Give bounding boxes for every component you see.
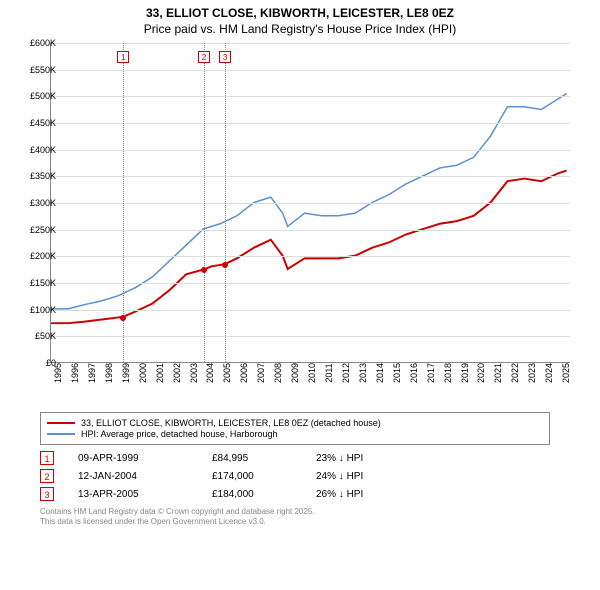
gridline-h — [51, 230, 570, 231]
legend-row: 33, ELLIOT CLOSE, KIBWORTH, LEICESTER, L… — [47, 418, 543, 428]
gridline-h — [51, 310, 570, 311]
y-axis-label: £400K — [30, 145, 56, 155]
legend-label: 33, ELLIOT CLOSE, KIBWORTH, LEICESTER, L… — [81, 418, 381, 428]
sale-marker-box: 3 — [219, 51, 231, 63]
x-axis-label: 2002 — [172, 363, 182, 383]
x-axis-label: 2005 — [222, 363, 232, 383]
x-axis-label: 2021 — [493, 363, 503, 383]
x-axis-label: 2011 — [324, 363, 334, 382]
sale-number-box: 3 — [40, 487, 54, 501]
sale-date: 13-APR-2005 — [78, 489, 188, 500]
sale-marker-dot — [120, 315, 126, 321]
footer-attribution: Contains HM Land Registry data © Crown c… — [40, 507, 600, 528]
x-axis-label: 2000 — [138, 363, 148, 383]
sales-table: 1 09-APR-1999 £84,995 23% ↓ HPI 2 12-JAN-2004… — [40, 451, 550, 501]
x-axis-label: 2008 — [273, 363, 283, 383]
x-axis-label: 2013 — [358, 363, 368, 383]
series-line — [51, 94, 567, 309]
x-axis-label: 2007 — [256, 363, 266, 383]
x-axis-label: 2017 — [426, 363, 436, 383]
legend-swatch — [47, 433, 75, 435]
y-axis-label: £550K — [30, 65, 56, 75]
x-axis-label: 2019 — [460, 363, 470, 383]
sale-date: 09-APR-1999 — [78, 453, 188, 464]
sale-price: £174,000 — [212, 471, 292, 482]
y-axis-label: £100K — [30, 305, 56, 315]
x-axis-label: 2009 — [290, 363, 300, 383]
x-axis-label: 1999 — [121, 363, 131, 383]
x-axis-label: 2014 — [375, 363, 385, 383]
gridline-h — [51, 283, 570, 284]
x-axis-label: 2018 — [443, 363, 453, 383]
sale-marker-dot — [222, 262, 228, 268]
sale-marker-box: 1 — [117, 51, 129, 63]
y-axis-label: £500K — [30, 91, 56, 101]
gridline-h — [51, 176, 570, 177]
sale-diff: 23% ↓ HPI — [316, 453, 406, 464]
title-address: 33, ELLIOT CLOSE, KIBWORTH, LEICESTER, L… — [0, 6, 600, 20]
gridline-h — [51, 96, 570, 97]
sale-marker-vline — [204, 43, 205, 362]
sale-marker-box: 2 — [198, 51, 210, 63]
series-line — [51, 171, 567, 324]
gridline-h — [51, 123, 570, 124]
y-axis-label: £200K — [30, 251, 56, 261]
x-axis-label: 2003 — [189, 363, 199, 383]
gridline-h — [51, 256, 570, 257]
sale-diff: 26% ↓ HPI — [316, 489, 406, 500]
sale-price: £84,995 — [212, 453, 292, 464]
footer-line2: This data is licensed under the Open Gov… — [40, 517, 600, 527]
y-axis-label: £450K — [30, 118, 56, 128]
legend-box: 33, ELLIOT CLOSE, KIBWORTH, LEICESTER, L… — [40, 412, 550, 445]
sale-diff: 24% ↓ HPI — [316, 471, 406, 482]
gridline-h — [51, 336, 570, 337]
sale-row: 3 13-APR-2005 £184,000 26% ↓ HPI — [40, 487, 550, 501]
footer-line1: Contains HM Land Registry data © Crown c… — [40, 507, 600, 517]
sale-date: 12-JAN-2004 — [78, 471, 188, 482]
title-block: 33, ELLIOT CLOSE, KIBWORTH, LEICESTER, L… — [0, 0, 600, 38]
x-axis-label: 2016 — [409, 363, 419, 383]
gridline-h — [51, 150, 570, 151]
sale-number-box: 2 — [40, 469, 54, 483]
x-axis-label: 2023 — [527, 363, 537, 383]
x-axis-label: 1995 — [53, 363, 63, 383]
sale-marker-dot — [201, 267, 207, 273]
x-axis-label: 2004 — [205, 363, 215, 383]
x-axis-label: 1996 — [70, 363, 80, 383]
y-axis-label: £50K — [35, 331, 56, 341]
chart-container: 33, ELLIOT CLOSE, KIBWORTH, LEICESTER, L… — [0, 0, 600, 590]
x-axis-label: 2025 — [561, 363, 571, 383]
title-subtitle: Price paid vs. HM Land Registry's House … — [0, 22, 600, 36]
sale-row: 2 12-JAN-2004 £174,000 24% ↓ HPI — [40, 469, 550, 483]
sale-row: 1 09-APR-1999 £84,995 23% ↓ HPI — [40, 451, 550, 465]
legend-row: HPI: Average price, detached house, Harb… — [47, 429, 543, 439]
x-axis-label: 2001 — [155, 363, 165, 383]
x-axis-label: 2006 — [239, 363, 249, 383]
y-axis-label: £150K — [30, 278, 56, 288]
y-axis-label: £600K — [30, 38, 56, 48]
legend-label: HPI: Average price, detached house, Harb… — [81, 429, 277, 439]
y-axis-label: £350K — [30, 171, 56, 181]
x-axis-label: 2020 — [476, 363, 486, 383]
gridline-h — [51, 70, 570, 71]
sale-price: £184,000 — [212, 489, 292, 500]
x-axis-label: 2022 — [510, 363, 520, 383]
sale-marker-vline — [225, 43, 226, 362]
x-axis-label: 2010 — [307, 363, 317, 383]
x-axis-label: 2024 — [544, 363, 554, 383]
x-axis-label: 2012 — [341, 363, 351, 383]
chart-area: 123 £0£50K£100K£150K£200K£250K£300K£350K… — [10, 38, 580, 408]
x-axis-label: 1997 — [87, 363, 97, 383]
sale-number-box: 1 — [40, 451, 54, 465]
plot-region: 1 23 — [50, 43, 570, 363]
x-axis-label: 1998 — [104, 363, 114, 383]
x-axis-label: 2015 — [392, 363, 402, 383]
y-axis-label: £250K — [30, 225, 56, 235]
legend-swatch — [47, 422, 75, 424]
gridline-h — [51, 203, 570, 204]
gridline-h — [51, 43, 570, 44]
y-axis-label: £300K — [30, 198, 56, 208]
